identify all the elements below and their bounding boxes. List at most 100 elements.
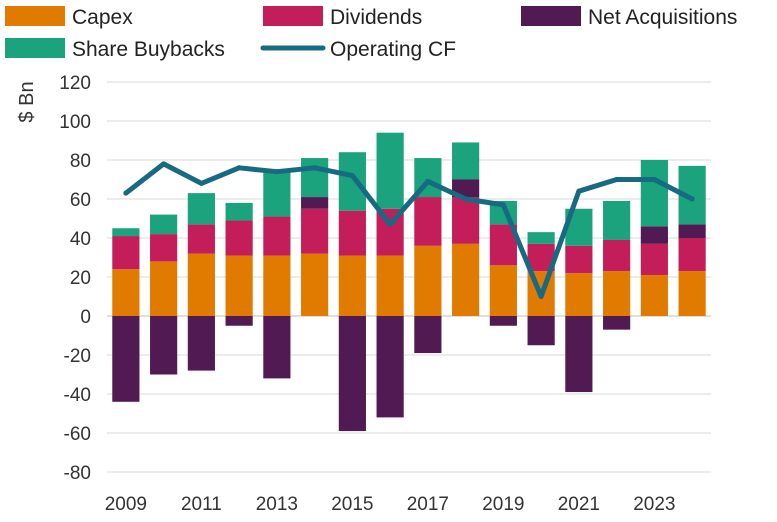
x-tick-label: 2009: [105, 494, 147, 515]
legend-swatch-net-acquisitions: [521, 6, 581, 26]
bar-dividends-2015: [338, 210, 366, 256]
bar-share-buybacks-2015: [338, 152, 366, 211]
bar-share-buybacks-2010: [150, 214, 178, 235]
bar-capex-2015: [338, 255, 366, 316]
bar-net-acquisitions-2009: [112, 316, 140, 402]
y-tick-label: 20: [70, 268, 91, 289]
line-operating-cf: [123, 161, 695, 299]
x-tick-label: 2017: [407, 494, 449, 515]
y-tick-label: 120: [59, 73, 91, 94]
y-tick-label: -80: [64, 463, 91, 484]
y-tick-label: -20: [64, 346, 91, 367]
bar-net-acquisitions-2023: [640, 226, 668, 244]
bar-share-buybacks-2023: [640, 160, 668, 227]
bar-net-acquisitions-2021: [565, 316, 593, 393]
line-point-2017: [425, 178, 431, 184]
bar-capex-2023: [640, 275, 668, 316]
legend-swatch-share-buybacks: [5, 38, 65, 58]
bar-dividends-2018: [452, 197, 480, 244]
bar-dividends-2014: [301, 208, 329, 254]
line-point-2011: [198, 180, 204, 186]
bar-capex-2014: [301, 253, 329, 316]
line-series: [123, 161, 695, 299]
y-axis: -80 -60 -40 -20 0 20 40 60 80 100 120: [59, 73, 91, 484]
bar-dividends-2022: [603, 239, 631, 272]
bar-share-buybacks-2014: [301, 158, 329, 198]
legend-label: Operating CF: [330, 38, 456, 61]
legend-swatch-capex: [5, 6, 65, 26]
bar-share-buybacks-2022: [603, 200, 631, 240]
bar-net-acquisitions-2017: [414, 316, 442, 354]
bar-dividends-2010: [150, 234, 178, 262]
bar-net-acquisitions-2019: [489, 316, 517, 326]
bar-capex-2018: [452, 243, 480, 316]
bar-net-acquisitions-2024: [678, 224, 706, 238]
line-point-2023: [651, 177, 657, 182]
bar-dividends-2021: [565, 245, 593, 274]
bar-dividends-2024: [678, 238, 706, 272]
bar-net-acquisitions-2020: [527, 316, 555, 346]
line-point-2010: [161, 161, 167, 167]
bar-dividends-2013: [263, 216, 291, 256]
legend-label: Net Acquisitions: [588, 6, 737, 29]
bar-net-acquisitions-2014: [301, 197, 329, 209]
legend-label: Dividends: [330, 6, 422, 29]
x-tick-label: 2023: [633, 494, 675, 515]
bar-net-acquisitions-2013: [263, 316, 291, 379]
y-tick-label: -40: [64, 385, 91, 406]
bar-capex-2009: [112, 269, 140, 316]
legend-swatch-dividends: [263, 6, 323, 26]
legend-label: Share Buybacks: [72, 38, 225, 61]
y-tick-label: 80: [70, 151, 91, 172]
legend-label: Capex: [72, 6, 133, 29]
x-tick-label: 2021: [558, 494, 600, 515]
y-tick-label: -60: [64, 424, 91, 445]
line-point-2015: [349, 173, 355, 179]
bar-net-acquisitions-2015: [338, 316, 366, 432]
bar-share-buybacks-2012: [225, 202, 253, 221]
legend: Capex Dividends Net Acquisitions Share Buyb…: [5, 6, 737, 61]
x-tick-label: 2015: [331, 494, 373, 515]
line-point-2016: [387, 221, 393, 227]
bar-capex-2019: [489, 265, 517, 316]
bar-net-acquisitions-2010: [150, 316, 178, 375]
bar-capex-2013: [263, 255, 291, 316]
y-axis-label: $ Bn: [16, 81, 38, 122]
line-point-2024: [689, 196, 695, 202]
line-point-2013: [274, 169, 280, 175]
x-tick-label: 2011: [181, 494, 222, 515]
line-point-2014: [312, 165, 318, 171]
bar-dividends-2009: [112, 236, 140, 270]
bar-net-acquisitions-2011: [187, 316, 215, 371]
bar-share-buybacks-2013: [263, 171, 291, 217]
line-point-2022: [614, 177, 620, 182]
bar-capex-2021: [565, 273, 593, 316]
bar-capex-2024: [678, 271, 706, 316]
line-point-2018: [463, 196, 469, 202]
bar-share-buybacks-2018: [452, 142, 480, 180]
line-point-2020: [538, 294, 544, 299]
y-tick-label: 0: [80, 307, 91, 328]
bar-dividends-2017: [414, 197, 442, 246]
bar-capex-2017: [414, 245, 442, 316]
bar-net-acquisitions-2022: [603, 316, 631, 330]
bar-dividends-2012: [225, 220, 253, 256]
y-tick-label: 40: [70, 229, 91, 250]
line-point-2012: [236, 165, 242, 171]
x-axis: 2009 2011 2013 2015 2017 2019 2021 2023: [105, 494, 676, 515]
y-tick-label: 60: [70, 190, 91, 211]
bar-dividends-2023: [640, 243, 668, 276]
bar-net-acquisitions-2018: [452, 179, 480, 198]
bar-share-buybacks-2011: [187, 193, 215, 225]
bar-share-buybacks-2020: [527, 232, 555, 244]
bar-capex-2022: [603, 271, 631, 316]
bar-capex-2012: [225, 255, 253, 316]
bar-share-buybacks-2016: [376, 132, 404, 209]
line-point-2009: [123, 190, 129, 196]
bar-series: [112, 132, 706, 432]
bar-dividends-2011: [187, 224, 215, 254]
y-tick-label: 100: [59, 112, 91, 133]
bar-net-acquisitions-2016: [376, 316, 404, 418]
x-tick-label: 2019: [482, 494, 524, 515]
